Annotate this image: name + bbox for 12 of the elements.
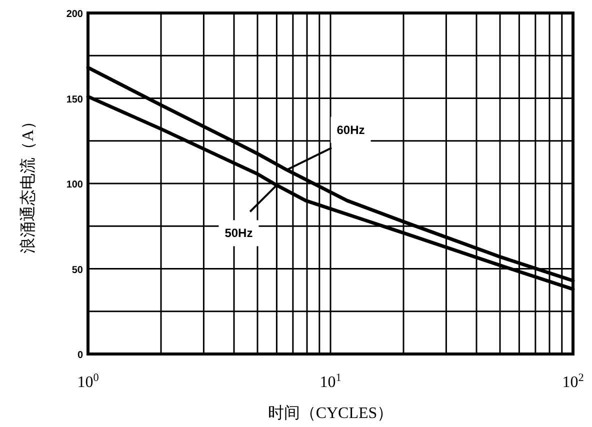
annotation: 60Hz bbox=[336, 122, 365, 137]
y-tick-label: 0 bbox=[77, 350, 84, 361]
y-axis-title: 浪涌通态电流（A） bbox=[19, 114, 37, 254]
x-tick-label: 10$^{0}$ bbox=[77, 372, 100, 391]
x-axis-title: 时间（CYCLES） bbox=[268, 404, 394, 422]
y-tick-label: 50 bbox=[72, 264, 84, 276]
annotation: 50Hz bbox=[224, 226, 253, 240]
y-tick-label: 100 bbox=[66, 180, 84, 190]
y-tick-label: 150 bbox=[66, 94, 84, 106]
y-tick-label: 200 bbox=[66, 9, 84, 20]
x-tick-label: 10$^{1}$ bbox=[320, 372, 342, 391]
x-tick-label: 10$^{2}$ bbox=[562, 372, 584, 391]
